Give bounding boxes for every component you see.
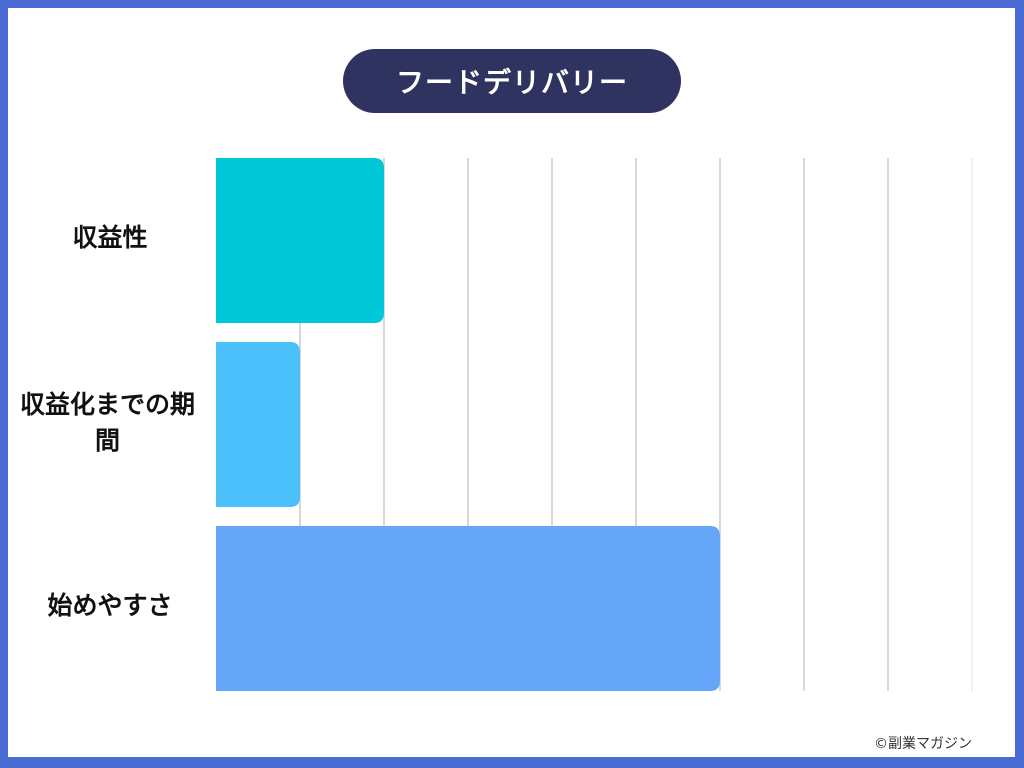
bar-1 [216,158,384,323]
bar-2 [216,342,300,507]
bar-3 [216,526,720,691]
category-label: 収益性 [72,223,148,252]
chart-title: フードデリバリー [343,49,681,113]
category-label: 始めやすさ [47,591,173,620]
category-label: 収益化までの期間 [19,390,195,455]
copyright-credit: ©副業マガジン [874,736,972,752]
